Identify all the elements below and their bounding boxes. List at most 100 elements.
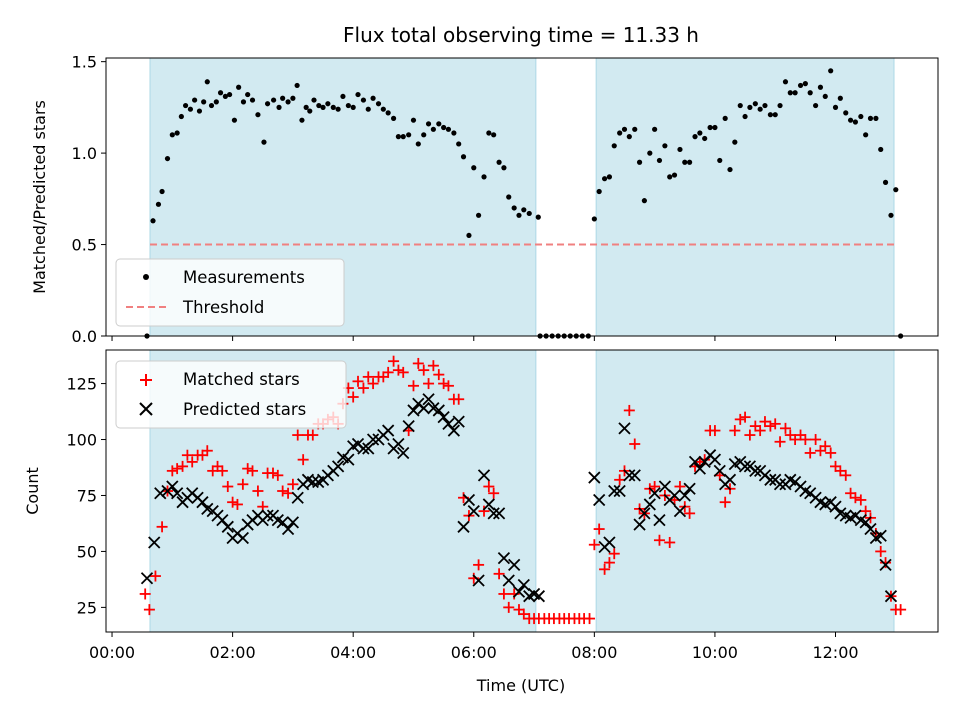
- measurement-point: [737, 102, 743, 109]
- measurement-point: [340, 93, 346, 100]
- legend-matched-marker: [140, 374, 152, 386]
- measurement-point: [280, 95, 286, 101]
- measurement-point: [159, 188, 165, 195]
- measurement-point: [330, 104, 336, 110]
- measurement-point: [475, 212, 482, 218]
- measurement-point: [370, 95, 376, 101]
- measurement-point: [712, 124, 718, 131]
- measurement-point: [621, 126, 628, 132]
- measurement-point: [192, 97, 198, 103]
- y-tick-label: 0.0: [72, 327, 97, 346]
- predicted-star-point: [532, 590, 546, 603]
- predicted-star-point: [392, 437, 405, 451]
- measurement-point: [863, 132, 869, 138]
- measurement-point: [667, 174, 673, 180]
- measurement-point: [501, 165, 507, 171]
- measurement-point: [792, 90, 798, 96]
- measurement-point: [832, 104, 839, 110]
- y-tick-label: 0.5: [72, 236, 97, 255]
- matched-star-point: [473, 559, 485, 571]
- measurement-point: [430, 126, 436, 132]
- measurement-point: [271, 97, 277, 103]
- matched-star-point: [267, 467, 279, 479]
- matched-star-point: [216, 465, 228, 477]
- measurement-point: [311, 97, 317, 103]
- measurement-point: [882, 179, 889, 185]
- measurement-point: [261, 139, 267, 145]
- matched-star-point: [880, 557, 892, 569]
- measurement-point: [187, 106, 194, 112]
- matched-star-point: [242, 463, 254, 475]
- measurement-point: [276, 104, 282, 110]
- shaded-span: [595, 57, 895, 337]
- matched-star-point: [149, 570, 161, 582]
- matched-star-point: [272, 469, 284, 481]
- measurement-point: [867, 115, 874, 121]
- measurement-point: [852, 119, 859, 125]
- x-tick-label: 12:00: [812, 643, 858, 662]
- measurement-point: [406, 132, 412, 138]
- measurement-point: [807, 90, 813, 96]
- measurement-point: [335, 106, 341, 112]
- predicted-star-point: [497, 552, 511, 565]
- matched-star-point: [764, 420, 776, 432]
- matched-star-point: [388, 355, 400, 367]
- measurement-point: [460, 154, 467, 160]
- matched-star-point: [819, 440, 831, 452]
- predicted-star-point: [512, 585, 526, 598]
- measurement-point: [380, 106, 386, 112]
- predicted-star-point: [467, 505, 480, 518]
- matched-star-point: [709, 425, 721, 437]
- top-legend-box: [115, 258, 345, 327]
- predicted-star-point: [457, 520, 470, 533]
- measurement-point: [717, 157, 723, 164]
- measurement-point: [878, 146, 884, 153]
- matched-star-point: [593, 523, 605, 535]
- matched-star-point: [186, 456, 198, 468]
- measurement-point: [893, 187, 899, 193]
- matched-star-point: [181, 449, 193, 461]
- predicted-star-point: [608, 484, 621, 498]
- measurement-point: [400, 134, 406, 140]
- matched-star-point: [227, 496, 239, 508]
- predicted-star-point: [683, 482, 696, 495]
- measurement-point: [155, 201, 162, 207]
- predicted-star-point: [738, 460, 752, 473]
- measurement-point: [511, 205, 517, 211]
- matched-star-point: [493, 568, 505, 580]
- bottom-y-ticks: 25 50 75 100 125: [66, 375, 106, 617]
- matched-star-point: [367, 378, 379, 390]
- y-tick-label: 75: [77, 486, 97, 505]
- matched-star-point: [739, 411, 751, 423]
- matched-star-point: [201, 445, 213, 457]
- measurement-point: [516, 212, 522, 218]
- measurement-point: [777, 102, 783, 109]
- measurement-point: [767, 112, 773, 118]
- top-panel: 0.0 0.5 1.0 1.5 Matched/Predicted stars Mea…: [30, 53, 939, 346]
- matched-star-point: [483, 481, 495, 493]
- measurement-point: [526, 210, 532, 217]
- matched-star-point: [664, 536, 676, 548]
- matched-star-point: [849, 492, 861, 504]
- measurement-point: [641, 198, 647, 204]
- matched-star-point: [247, 465, 259, 477]
- predicted-star-point: [829, 500, 842, 513]
- predicted-star-point: [773, 478, 787, 491]
- predicted-star-point: [713, 464, 726, 477]
- measurement-point: [782, 79, 789, 85]
- predicted-star-point: [432, 404, 445, 417]
- y-tick-label: 100: [66, 431, 97, 450]
- x-tick-label: 10:00: [692, 643, 738, 662]
- predicted-star-point: [402, 419, 415, 433]
- predicted-star-point: [362, 442, 375, 455]
- matched-star-point: [287, 478, 299, 490]
- predicted-star-point: [281, 522, 295, 536]
- matched-star-point: [392, 364, 404, 376]
- predicted-star-point: [462, 493, 476, 507]
- measurement-point: [208, 102, 215, 109]
- matched-star-point: [599, 563, 611, 575]
- predicted-star-point: [477, 469, 491, 482]
- legend-threshold-label: Threshold: [182, 298, 264, 317]
- measurement-point: [285, 99, 291, 105]
